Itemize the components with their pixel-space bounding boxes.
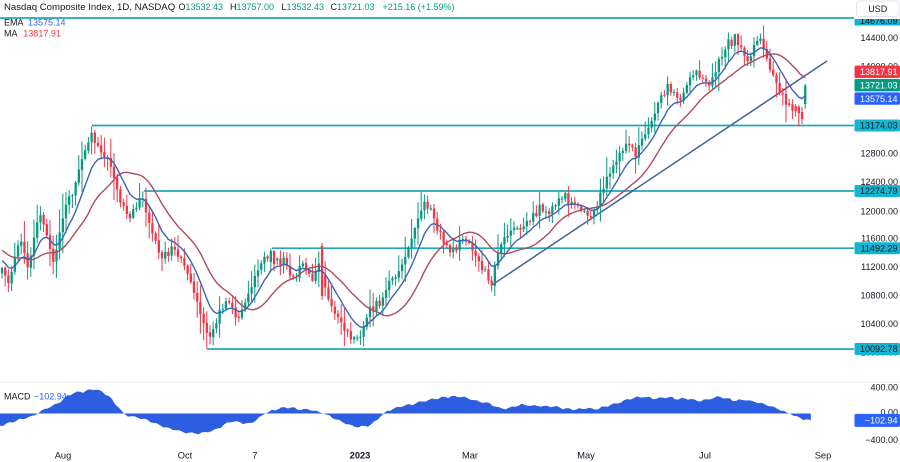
svg-text:H13757.00: H13757.00 (230, 2, 274, 12)
svg-text:12000.00: 12000.00 (860, 207, 898, 217)
svg-text:O13532.43: O13532.43 (179, 2, 224, 12)
svg-text:USD: USD (868, 4, 888, 14)
svg-text:Oct: Oct (178, 450, 193, 460)
svg-text:0.00: 0.00 (880, 408, 898, 418)
svg-text:12800.00: 12800.00 (860, 149, 898, 159)
svg-text:13174.03: 13174.03 (860, 121, 898, 131)
svg-text:+215.16 (+1.59%): +215.16 (+1.59%) (383, 2, 455, 12)
svg-text:C13721.03: C13721.03 (331, 2, 375, 12)
svg-text:EMA: EMA (4, 18, 24, 28)
svg-text:Nasdaq Composite Index, 1D, NA: Nasdaq Composite Index, 1D, NASDAQ (4, 2, 175, 13)
svg-text:13817.91: 13817.91 (23, 29, 61, 39)
svg-text:13575.14: 13575.14 (860, 94, 898, 104)
svg-text:12274.79: 12274.79 (860, 186, 898, 196)
svg-text:11492.29: 11492.29 (861, 243, 898, 253)
svg-text:May: May (577, 450, 595, 460)
svg-text:MA: MA (4, 29, 18, 39)
svg-text:MACD: MACD (4, 392, 31, 402)
svg-text:10400.00: 10400.00 (860, 319, 898, 329)
svg-text:12400.00: 12400.00 (860, 177, 898, 187)
svg-text:2023: 2023 (350, 450, 371, 460)
svg-text:13575.14: 13575.14 (28, 18, 66, 28)
svg-text:Mar: Mar (462, 450, 478, 460)
svg-text:11200.00: 11200.00 (861, 262, 898, 272)
svg-text:−102.94: −102.94 (34, 392, 67, 402)
svg-text:400.00: 400.00 (870, 383, 898, 393)
svg-text:Aug: Aug (55, 450, 72, 460)
svg-text:10800.00: 10800.00 (860, 291, 898, 301)
svg-text:Jul: Jul (699, 450, 711, 460)
svg-text:14400.00: 14400.00 (860, 33, 898, 43)
svg-text:10092.78: 10092.78 (860, 344, 898, 354)
svg-text:13721.03: 13721.03 (860, 80, 898, 90)
svg-text:7: 7 (252, 450, 257, 460)
svg-text:−102.94: −102.94 (865, 416, 898, 426)
svg-text:Sep: Sep (815, 450, 832, 460)
svg-text:L13532.43: L13532.43 (282, 2, 325, 12)
svg-text:14676.09: 14676.09 (860, 16, 898, 26)
svg-text:13817.91: 13817.91 (860, 67, 898, 77)
svg-text:−400.00: −400.00 (865, 435, 898, 445)
svg-text:11600.00: 11600.00 (861, 234, 898, 244)
